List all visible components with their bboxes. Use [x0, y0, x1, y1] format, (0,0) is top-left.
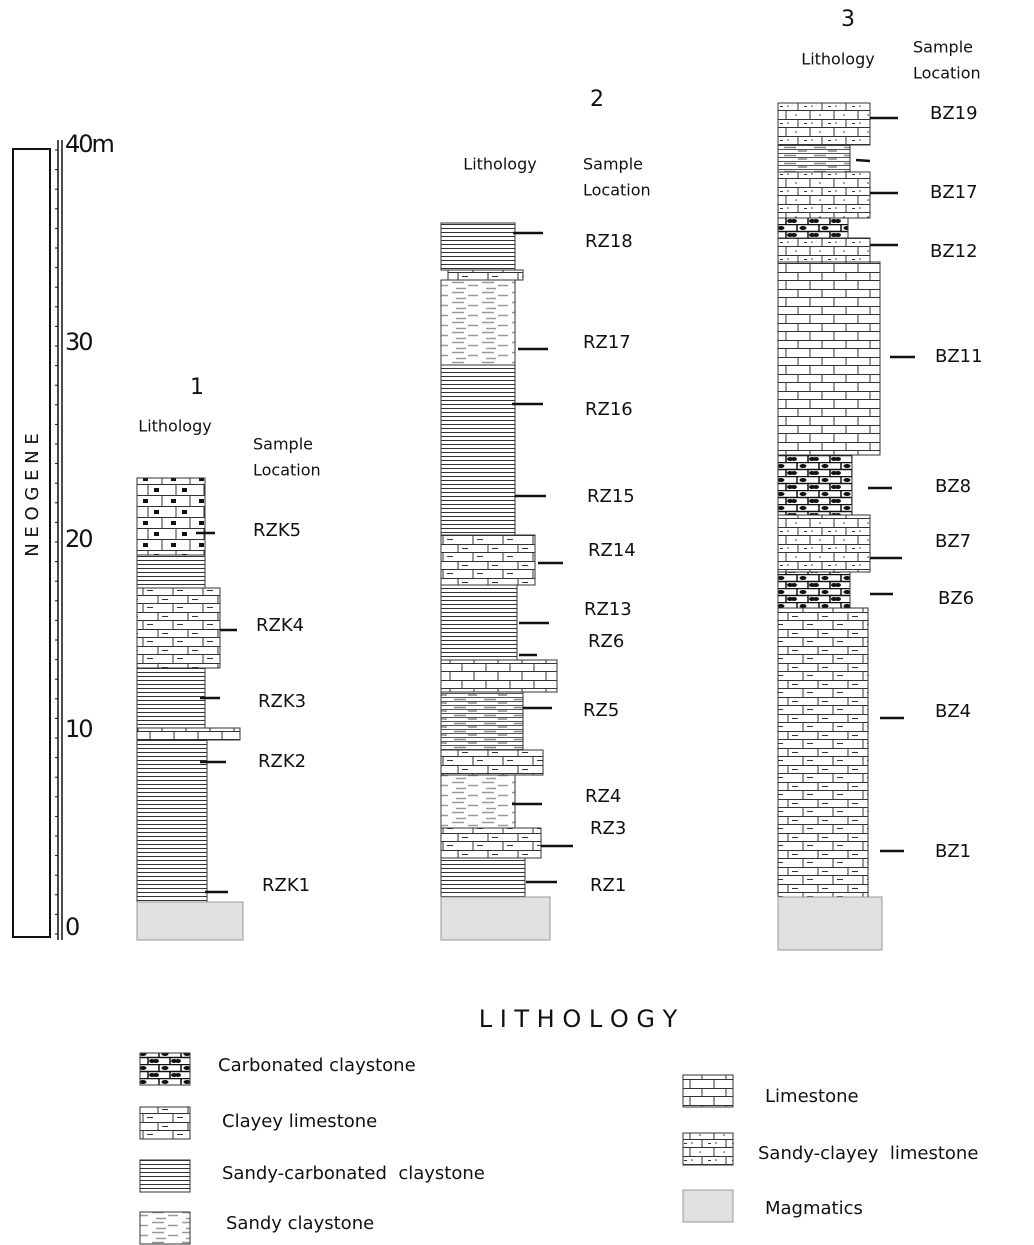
layer	[777, 571, 851, 609]
legend-title: L I T H O L O G Y	[479, 1005, 678, 1033]
lithology-header: Lithology	[801, 50, 874, 69]
columns: 1 Lithology Sample Location RZK5 RZK4 RZK3 RZK2…	[136, 7, 983, 951]
layer	[440, 222, 516, 271]
legend: L I T H O L O G Y Carbonated claystone Cl…	[139, 1005, 978, 1245]
sample-label: BZ12	[930, 241, 978, 262]
layer	[440, 896, 551, 941]
legend-swatch	[139, 1106, 191, 1140]
layer	[777, 102, 871, 146]
layer	[777, 237, 871, 263]
layer	[440, 857, 526, 898]
sample-label: BZ6	[938, 588, 974, 609]
legend-label: Limestone	[765, 1086, 859, 1107]
layer	[136, 901, 244, 941]
sample-label: RZ18	[585, 231, 633, 252]
layer	[440, 749, 544, 776]
sample-label: RZ3	[590, 818, 626, 839]
layer	[777, 454, 853, 516]
scale-label: 40m	[65, 130, 114, 158]
era-label: N E O G E N E	[22, 433, 43, 557]
layer	[447, 269, 524, 281]
layer	[136, 477, 206, 556]
sample-header: Sample	[253, 435, 313, 454]
sample-label: RZK4	[256, 615, 304, 636]
legend-label: Sandy-carbonated claystone	[222, 1163, 485, 1184]
layer	[440, 364, 516, 536]
sample-label: RZK3	[258, 691, 306, 712]
column: 1 Lithology Sample Location RZK5 RZK4 RZK3 RZK2…	[136, 375, 321, 941]
scale-label: 10	[65, 715, 92, 743]
sample-label: RZ4	[585, 786, 621, 807]
legend-label: Clayey limestone	[222, 1111, 377, 1132]
legend-swatch	[682, 1074, 734, 1108]
layer	[136, 739, 208, 903]
column-number: 1	[190, 375, 204, 400]
legend-label: Carbonated claystone	[218, 1055, 416, 1076]
layer	[777, 896, 883, 951]
sample-label: RZ5	[583, 700, 619, 721]
legend-label: Sandy claystone	[226, 1213, 374, 1234]
sample-header: Location	[253, 461, 321, 480]
sample-label: BZ11	[935, 346, 983, 367]
legend-label: Magmatics	[765, 1198, 863, 1219]
layer	[777, 261, 881, 456]
sample-label: RZ15	[587, 486, 635, 507]
layer	[440, 534, 536, 586]
legend-swatch	[139, 1052, 191, 1086]
legend-swatch	[139, 1211, 191, 1245]
era-box	[12, 148, 51, 938]
layer	[440, 659, 558, 693]
sample-label: RZ6	[588, 631, 624, 652]
column: 2 Lithology Sample Location RZ18 RZ17 RZ16 RZ15…	[440, 87, 651, 941]
layer	[136, 667, 206, 729]
sample-label: RZ16	[585, 399, 633, 420]
layer	[440, 279, 516, 366]
scale-label: 20	[65, 525, 92, 553]
sample-label: BZ19	[930, 103, 978, 124]
sample-label: RZK5	[253, 520, 301, 541]
layer	[440, 691, 524, 751]
legend-swatch	[139, 1159, 191, 1193]
lithology-header: Lithology	[463, 155, 536, 174]
layer	[440, 827, 542, 859]
legend-swatch	[682, 1189, 734, 1223]
layer	[136, 727, 241, 741]
layer	[777, 607, 869, 898]
sample-header: Location	[913, 64, 981, 83]
layer	[136, 554, 206, 589]
sample-label: RZK2	[258, 751, 306, 772]
sample-label: RZ17	[583, 332, 631, 353]
column: 3 Lithology Sample Location BZ19 BZ17 BZ12 BZ11…	[777, 7, 983, 951]
layer	[777, 144, 851, 173]
legend-swatch	[682, 1132, 734, 1166]
layer	[777, 217, 849, 239]
sample-label: BZ1	[935, 841, 971, 862]
column-number: 2	[590, 87, 604, 112]
sample-label: RZK1	[262, 875, 310, 896]
sample-label: RZ1	[590, 875, 626, 896]
layer	[440, 774, 516, 829]
column-number: 3	[841, 7, 855, 32]
sample-label: BZ8	[935, 476, 971, 497]
sample-label: BZ4	[935, 701, 971, 722]
sample-label: BZ7	[935, 531, 971, 552]
scale-ticks: 40m 30 20 10 0	[55, 130, 116, 941]
sample-header: Sample	[913, 38, 973, 57]
sample-label: BZ17	[930, 182, 978, 203]
lithology-header: Lithology	[138, 417, 211, 436]
layer	[440, 584, 518, 661]
scale-label: 0	[65, 913, 79, 941]
legend-label: Sandy-clayey limestone	[758, 1143, 978, 1164]
sample-label: RZ13	[584, 599, 632, 620]
layer	[777, 171, 871, 219]
scale-label: 30	[65, 328, 92, 356]
layer	[136, 587, 221, 669]
sample-header: Location	[583, 181, 651, 200]
layer	[777, 514, 871, 573]
sample-label: RZ14	[588, 540, 636, 561]
sample-header: Sample	[583, 155, 643, 174]
sample-tick	[855, 158, 871, 163]
